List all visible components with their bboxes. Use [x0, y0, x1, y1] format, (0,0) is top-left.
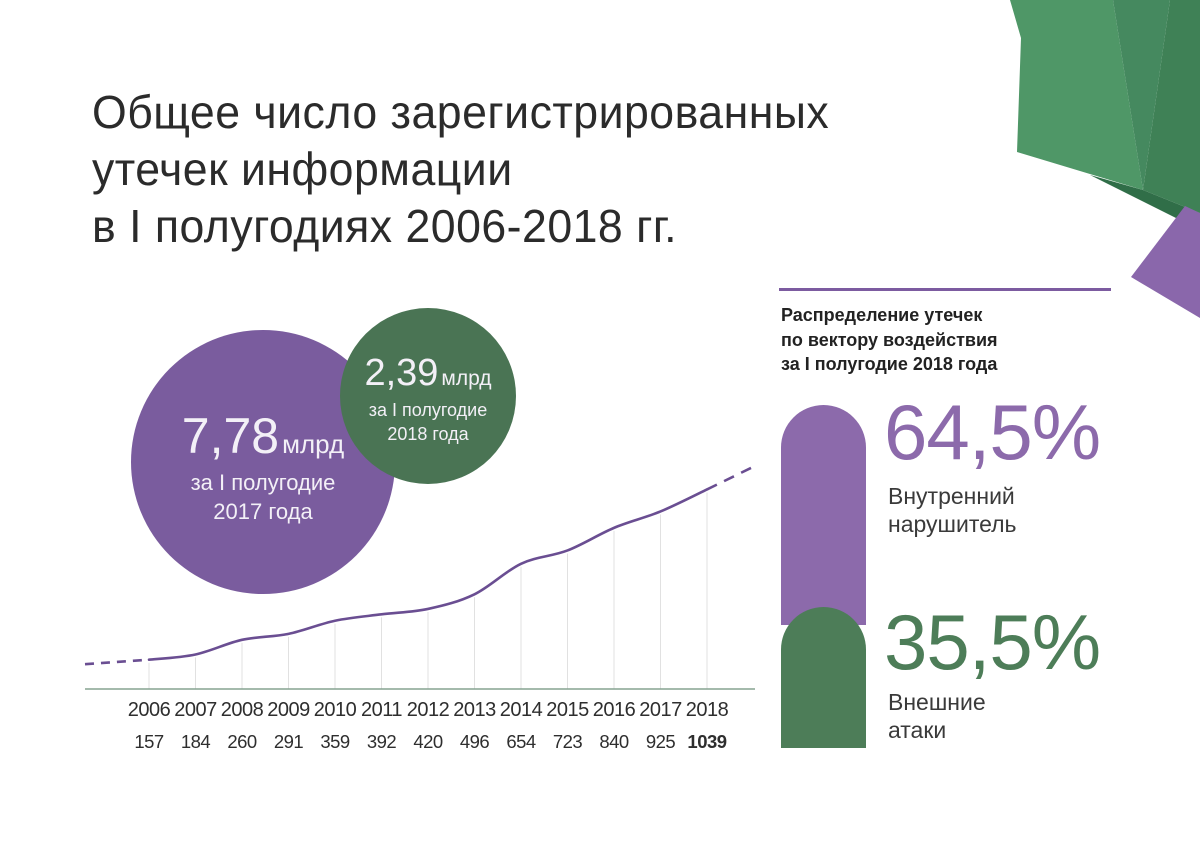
value-label: 496	[459, 731, 490, 752]
internal-violator-percent: 64,5%	[884, 388, 1101, 476]
bubble-2017-caption-line: за I полугодие	[190, 470, 336, 495]
panel-header-line: за I полугодие 2018 года	[781, 354, 998, 374]
crystal-facet	[1113, 0, 1170, 190]
bubble-2017-value: 7,78	[181, 408, 280, 464]
year-label: 2013	[453, 699, 496, 721]
value-label: 392	[366, 731, 397, 752]
internal-violator-label-line: нарушитель	[888, 511, 1017, 537]
value-label: 925	[645, 731, 676, 752]
page-title-line: утечек информации	[92, 143, 513, 195]
year-label: 2012	[406, 699, 450, 721]
panel-header: Распределение утечек по вектору воздейст…	[781, 303, 998, 377]
x-axis-year-labels: 2006 2007 2008 2009 2010 2011 2012 2013 2014 2015…	[70, 699, 770, 723]
crystal-facet	[1090, 175, 1200, 230]
bubble-2018-value-row: 2,39 млрд	[364, 352, 491, 394]
bubble-2017-value-row: 7,78 млрд	[182, 410, 344, 462]
value-label: 359	[320, 731, 350, 752]
crystal-purple-diamond	[1131, 206, 1200, 318]
year-label: 2014	[499, 699, 543, 721]
year-label: 2010	[313, 699, 357, 721]
panel-divider-line	[779, 288, 1111, 291]
bubble-2018-value: 2,39	[364, 352, 439, 394]
internal-violator-bar	[781, 405, 866, 625]
bubble-2017-caption: за I полугодие 2017 года	[191, 468, 336, 526]
bubble-2018-caption: за I полугодие 2018 года	[369, 398, 488, 446]
bubble-2017-total: 7,78 млрд за I полугодие 2017 года	[131, 330, 395, 594]
year-label: 2015	[546, 699, 589, 721]
value-label: 723	[552, 731, 583, 752]
value-label: 654	[506, 731, 536, 752]
bubble-2017-caption-line: 2017 года	[213, 499, 313, 524]
year-label: 2006	[127, 699, 171, 721]
external-attacks-bar	[781, 607, 866, 748]
external-attacks-label-line: атаки	[888, 717, 947, 743]
year-label: 2009	[267, 699, 310, 721]
external-attacks-label: Внешние атаки	[888, 688, 986, 744]
bubble-2018-total: 2,39 млрд за I полугодие 2018 года	[340, 308, 516, 484]
value-label: 1039	[687, 731, 727, 752]
value-label: 420	[413, 731, 443, 752]
crystal-facet	[1143, 0, 1200, 213]
year-label: 2016	[592, 699, 636, 721]
value-label: 260	[227, 731, 257, 752]
panel-header-line: Распределение утечек	[781, 305, 983, 325]
value-label: 184	[180, 731, 211, 752]
value-label: 291	[273, 731, 304, 752]
bubble-2018-unit: млрд	[441, 367, 492, 390]
value-label: 840	[599, 731, 629, 752]
internal-violator-label-line: Внутренний	[888, 483, 1015, 509]
corner-crystal-decoration	[1010, 0, 1200, 318]
panel-header-line: по вектору воздействия	[781, 329, 998, 350]
x-axis-value-labels: 157 184 260 291 359 392 420 496 654 723 840 925 1039	[70, 731, 770, 755]
external-attacks-label-line: Внешние	[888, 689, 986, 715]
internal-violator-label: Внутренний нарушитель	[888, 482, 1017, 538]
value-label: 157	[134, 731, 164, 752]
page-title: Общее число зарегистрированных утечек ин…	[92, 84, 829, 255]
page-title-line: в I полугодиях 2006-2018 гг.	[92, 200, 678, 252]
crystal-facet	[1010, 0, 1143, 190]
bubble-2017-unit: млрд	[282, 429, 345, 459]
bubble-2018-caption-line: за I полугодие	[368, 400, 488, 420]
bubble-2018-caption-line: 2018 года	[387, 424, 469, 444]
year-label: 2011	[360, 699, 403, 721]
year-label: 2008	[220, 699, 264, 721]
leaks-trend-chart	[84, 464, 757, 690]
year-label: 2017	[639, 699, 682, 721]
year-label: 2018	[685, 699, 729, 721]
year-label: 2007	[174, 699, 217, 721]
external-attacks-percent: 35,5%	[884, 598, 1101, 686]
page-title-line: Общее число зарегистрированных	[92, 86, 830, 138]
